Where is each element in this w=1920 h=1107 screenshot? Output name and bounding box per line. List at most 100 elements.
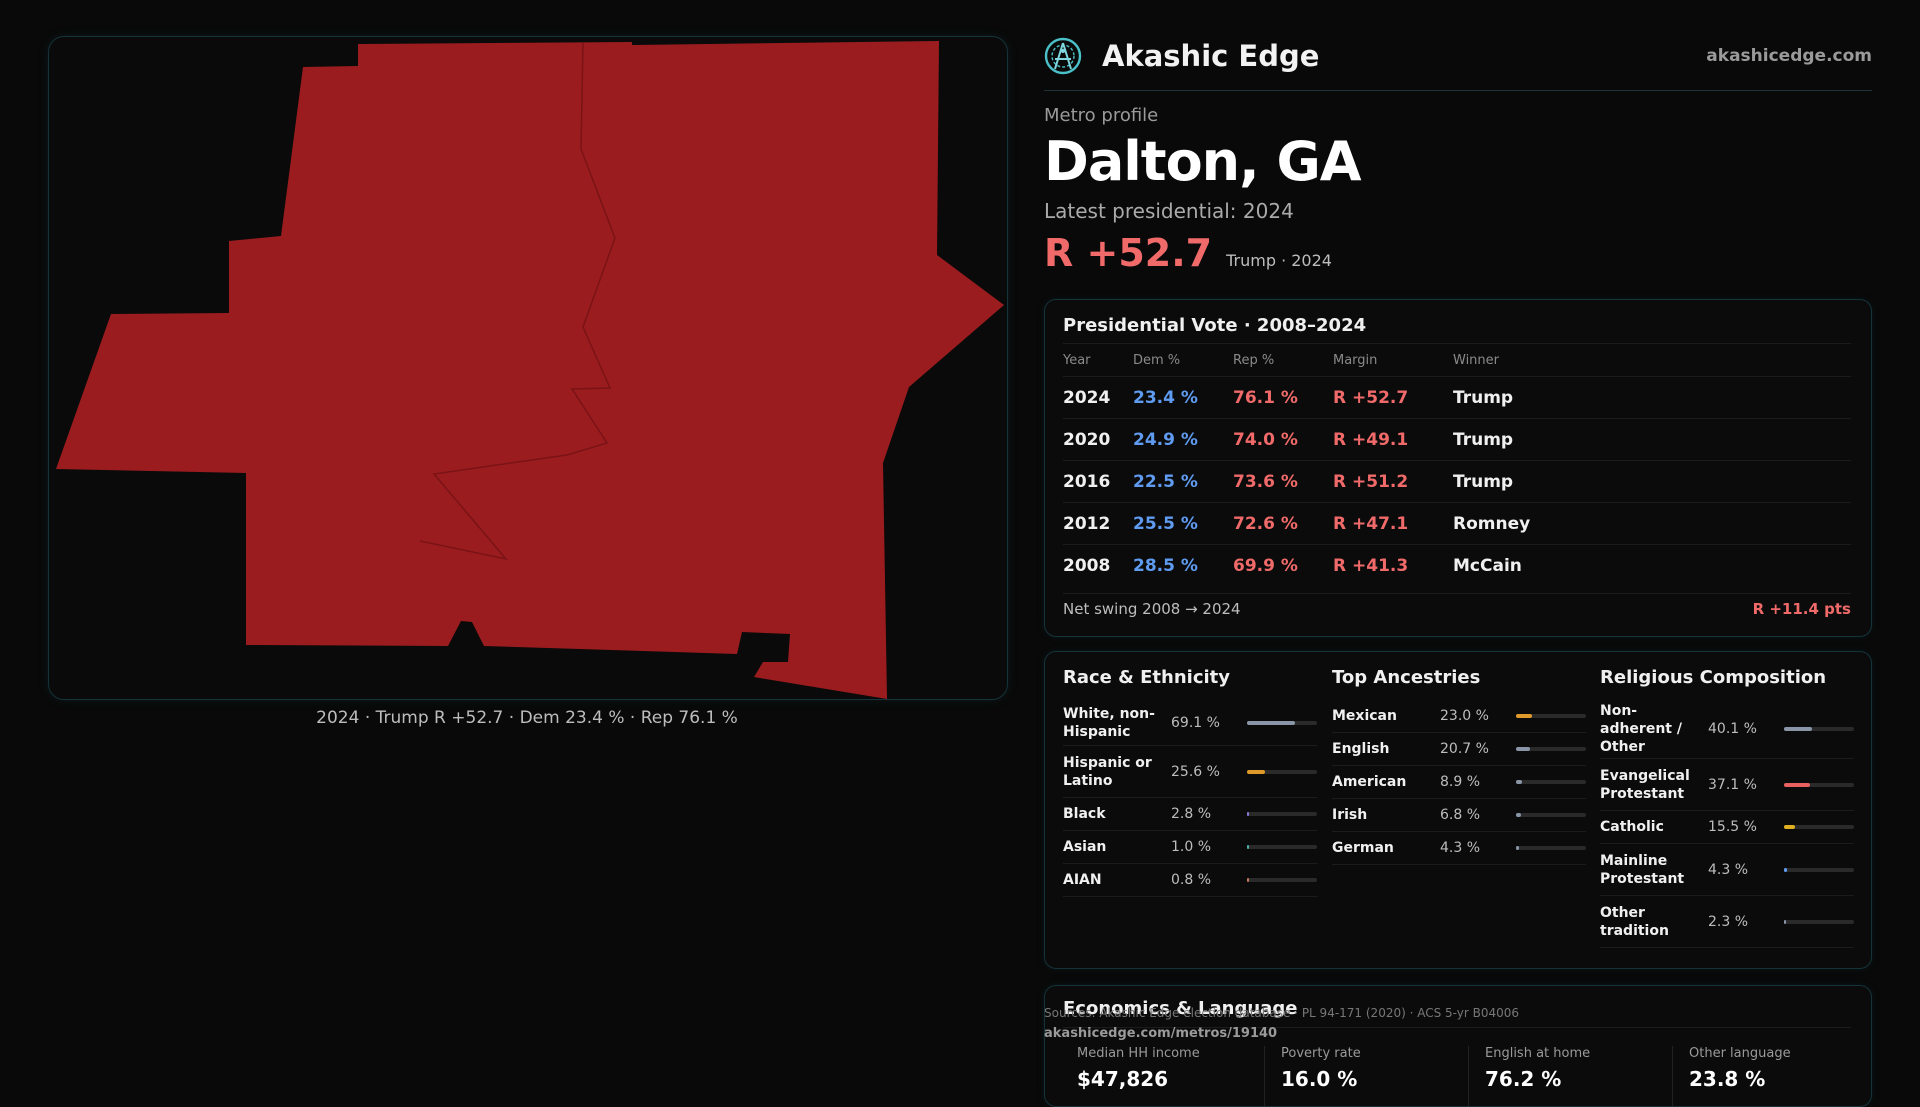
item-label: Mexican [1332, 708, 1397, 724]
profile-panel: Akashic Edge akashicedge.com Metro profi… [1044, 36, 1872, 275]
cell-margin: R +49.1 [1333, 429, 1409, 450]
share-bar-fill [1784, 825, 1795, 829]
cell-margin: R +52.7 [1333, 387, 1409, 408]
list-item: Evangelical Protestant 37.1 % [1600, 759, 1854, 811]
brand-name: Akashic Edge [1102, 39, 1320, 73]
stat-label: Median HH income [1077, 1046, 1200, 1061]
economics-stat: Median HH income $47,826 [1077, 1046, 1200, 1091]
share-bar [1784, 782, 1854, 787]
item-value: 37.1 % [1708, 776, 1757, 793]
list-item: American 8.9 % [1332, 766, 1586, 799]
list-item: Mexican 23.0 % [1332, 700, 1586, 733]
metro-boundary-shape[interactable] [56, 41, 1004, 699]
share-bar [1247, 845, 1317, 849]
economics-divider [1063, 1027, 1851, 1028]
item-value: 25.6 % [1171, 763, 1220, 780]
list-item: Hispanic or Latino 25.6 % [1063, 746, 1317, 798]
race-ethnicity-list: White, non-Hispanic 69.1 % Hispanic or Lat… [1063, 700, 1317, 897]
economics-stat: Poverty rate 16.0 % [1281, 1046, 1361, 1091]
race-ethnicity-title: Race & Ethnicity [1063, 667, 1230, 688]
share-bar-fill [1247, 720, 1296, 725]
col-dem: Dem % [1133, 352, 1181, 368]
share-bar [1247, 769, 1317, 774]
col-rep: Rep % [1233, 352, 1275, 368]
metro-internal-border [419, 42, 616, 561]
presidential-vote-card: Presidential Vote · 2008–2024 Year Dem %… [1044, 299, 1872, 637]
brand-url-link[interactable]: akashicedge.com [1706, 46, 1872, 66]
item-value: 23.0 % [1440, 708, 1489, 724]
share-bar [1247, 812, 1317, 816]
cell-dem: 28.5 % [1133, 555, 1198, 576]
cell-year: 2012 [1063, 513, 1111, 534]
share-bar-fill [1247, 845, 1249, 849]
list-item: Asian 1.0 % [1063, 831, 1317, 864]
item-value: 1.0 % [1171, 839, 1212, 855]
cell-rep: 69.9 % [1233, 555, 1298, 576]
share-bar [1516, 714, 1586, 718]
stat-label: English at home [1485, 1046, 1591, 1061]
net-swing-label: Net swing 2008 → 2024 [1063, 600, 1241, 618]
item-value: 6.8 % [1440, 807, 1481, 823]
permalink[interactable]: akashicedge.com/metros/19140 [1044, 1026, 1278, 1041]
share-bar [1516, 780, 1586, 784]
col-winner: Winner [1453, 352, 1500, 368]
table-row: 2016 22.5 % 73.6 % R +51.2 Trump [1063, 460, 1851, 502]
presidential-vote-table: Year Dem % Rep % Margin Winner 2024 23.4… [1063, 343, 1851, 586]
item-label: Non-adherent / Other [1600, 703, 1682, 755]
list-item: AIAN 0.8 % [1063, 864, 1317, 897]
stat-label: Other language [1689, 1046, 1791, 1061]
sources-note: Sources: Akashic Edge election database … [1044, 1006, 1520, 1020]
latest-margin: R +52.7 Trump · 2024 [1044, 231, 1872, 275]
stat-divider [1468, 1046, 1469, 1106]
item-label: Other tradition [1600, 904, 1669, 939]
share-bar-fill [1516, 813, 1521, 817]
share-bar-fill [1247, 769, 1265, 774]
ancestries-title: Top Ancestries [1332, 667, 1481, 688]
cell-rep: 72.6 % [1233, 513, 1298, 534]
cell-margin: R +41.3 [1333, 555, 1409, 576]
share-bar [1516, 846, 1586, 850]
item-label: Evangelical Protestant [1600, 767, 1690, 802]
cell-rep: 74.0 % [1233, 429, 1298, 450]
share-bar-fill [1516, 714, 1533, 718]
brand-header: Akashic Edge akashicedge.com [1044, 36, 1872, 91]
cell-year: 2008 [1063, 555, 1111, 576]
item-value: 69.1 % [1171, 714, 1220, 731]
share-bar-fill [1784, 919, 1786, 924]
share-bar-fill [1784, 727, 1813, 731]
list-item: Other tradition 2.3 % [1600, 896, 1854, 948]
item-label: Black [1063, 806, 1106, 822]
cell-winner: Trump [1453, 471, 1514, 492]
metro-map[interactable] [48, 36, 1008, 700]
share-bar-fill [1247, 878, 1249, 882]
share-bar [1247, 720, 1317, 725]
cell-winner: Romney [1453, 513, 1531, 534]
share-bar-fill [1784, 782, 1810, 787]
race-ethnicity-section: Race & Ethnicity White, non-Hispanic 69.1… [1063, 667, 1317, 897]
presidential-vote-title: Presidential Vote · 2008–2024 [1063, 315, 1367, 336]
item-value: 8.9 % [1440, 774, 1481, 790]
religion-title: Religious Composition [1600, 667, 1827, 688]
table-row: 2012 25.5 % 72.6 % R +47.1 Romney [1063, 502, 1851, 544]
economics-card: Economics & Language Median HH income $4… [1044, 985, 1872, 1107]
cell-year: 2024 [1063, 387, 1111, 408]
page-title: Dalton, GA [1044, 130, 1362, 193]
list-item: English 20.7 % [1332, 733, 1586, 766]
share-bar-fill [1247, 812, 1249, 816]
list-item: Irish 6.8 % [1332, 799, 1586, 832]
stat-divider [1672, 1046, 1673, 1106]
akashic-logo-icon [1044, 37, 1082, 75]
cell-year: 2020 [1063, 429, 1111, 450]
item-value: 2.3 % [1708, 913, 1749, 930]
economics-stat: Other language 23.8 % [1689, 1046, 1791, 1091]
list-item: Black 2.8 % [1063, 798, 1317, 831]
cell-winner: Trump [1453, 429, 1514, 450]
table-row: 2024 23.4 % 76.1 % R +52.7 Trump [1063, 376, 1851, 418]
demographics-card: Race & Ethnicity White, non-Hispanic 69.1… [1044, 651, 1872, 969]
stat-value: 76.2 % [1485, 1067, 1562, 1091]
economics-stat: English at home 76.2 % [1485, 1046, 1590, 1091]
cell-year: 2016 [1063, 471, 1111, 492]
share-bar [1784, 825, 1854, 829]
item-label: Hispanic or Latino [1063, 754, 1152, 789]
cell-winner: McCain [1453, 555, 1522, 576]
